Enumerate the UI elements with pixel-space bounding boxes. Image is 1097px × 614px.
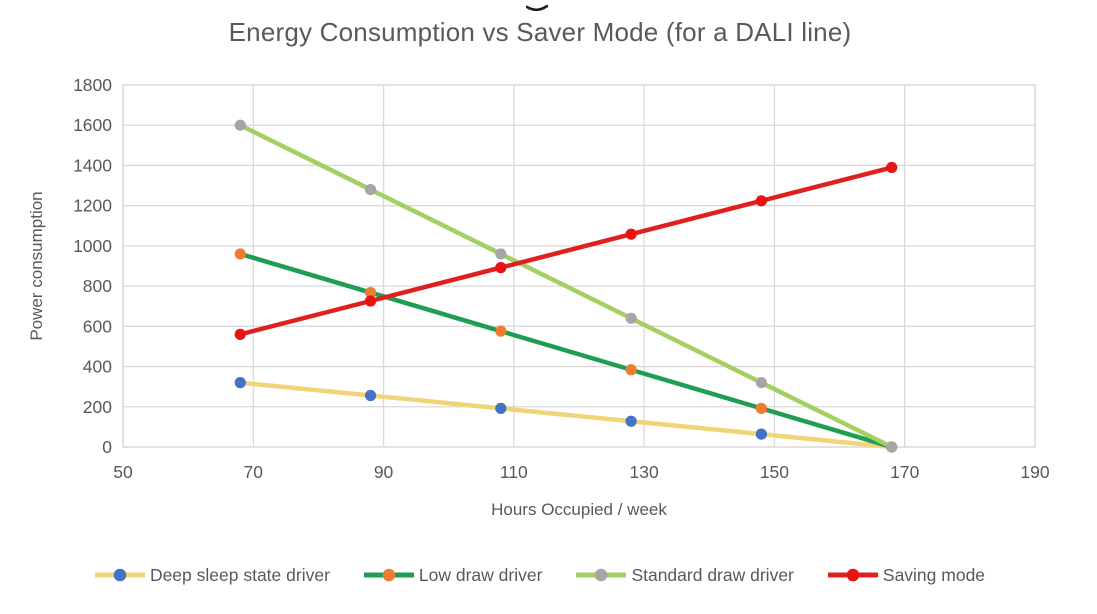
legend-label: Deep sleep state driver (149, 564, 330, 585)
data-point (234, 328, 246, 340)
y-tick-label: 0 (102, 437, 112, 457)
data-point (625, 312, 637, 324)
legend-label: Saving mode (882, 564, 986, 585)
y-tick-label: 400 (83, 357, 112, 377)
data-point (625, 228, 637, 240)
x-tick-label: 150 (760, 462, 789, 482)
legend-item[interactable]: Saving mode (827, 564, 986, 586)
data-point (755, 428, 768, 440)
data-point (234, 248, 246, 260)
x-tick-label: 90 (374, 462, 394, 482)
data-point (625, 364, 637, 376)
legend-label: Standard draw driver (631, 564, 794, 585)
y-tick-label: 1400 (73, 155, 112, 175)
plot-border (122, 84, 1036, 448)
data-point (755, 377, 768, 389)
data-point (364, 295, 377, 307)
legend-swatch (94, 568, 145, 582)
data-point (234, 377, 246, 389)
y-tick-label: 600 (83, 316, 112, 336)
y-tick-label: 800 (83, 276, 112, 296)
legend: Deep sleep state driver Low draw driver St… (0, 558, 1080, 592)
x-tick-label: 190 (1020, 462, 1049, 482)
legend-swatch (827, 568, 878, 582)
legend-swatch (576, 568, 627, 582)
legend-swatch (363, 568, 414, 582)
series-line (238, 380, 894, 450)
y-tick-label: 1600 (73, 115, 112, 135)
data-point (234, 119, 246, 131)
legend-item[interactable]: Deep sleep state driver (94, 564, 330, 586)
data-point (755, 195, 768, 207)
legend-marker (382, 568, 396, 582)
y-tick-label: 1200 (73, 196, 112, 216)
data-point (364, 183, 377, 196)
chart-title: Energy Consumption vs Saver Mode (for a … (228, 17, 852, 47)
data-point (886, 161, 898, 174)
x-tick-label: 50 (113, 462, 133, 482)
x-tick-label: 130 (630, 462, 659, 482)
data-point (495, 262, 507, 274)
plot-area[interactable]: 50 70 90 110 130 150 170 190 0 200 400 600 800 1000 12… (0, 0, 1097, 545)
x-axis-title: Hours Occupied / week (491, 500, 667, 519)
data-point (755, 402, 768, 414)
legend-marker (595, 568, 608, 582)
x-tick-label: 70 (244, 462, 264, 482)
data-point (495, 325, 507, 337)
cropped-artifact (525, 0, 549, 12)
data-point (364, 389, 377, 402)
legend-marker (113, 568, 127, 582)
y-tick-label: 200 (83, 397, 112, 417)
series-line (238, 251, 894, 450)
legend-item[interactable]: Standard draw driver (576, 564, 794, 586)
data-point (625, 415, 637, 427)
data-point (495, 248, 507, 260)
data-point (364, 286, 377, 299)
y-tick-label: 1000 (73, 236, 112, 256)
x-tick-label: 110 (500, 462, 528, 482)
legend-label: Low draw driver (418, 564, 543, 585)
data-point (886, 441, 898, 453)
y-axis-title: Power consumption (27, 191, 46, 340)
series-line (238, 122, 894, 450)
x-tick-label: 170 (890, 462, 919, 482)
series-line (238, 165, 894, 337)
legend-marker (846, 568, 860, 582)
data-point (495, 402, 507, 414)
legend-item[interactable]: Low draw driver (363, 564, 543, 586)
y-tick-label: 1800 (73, 75, 112, 95)
